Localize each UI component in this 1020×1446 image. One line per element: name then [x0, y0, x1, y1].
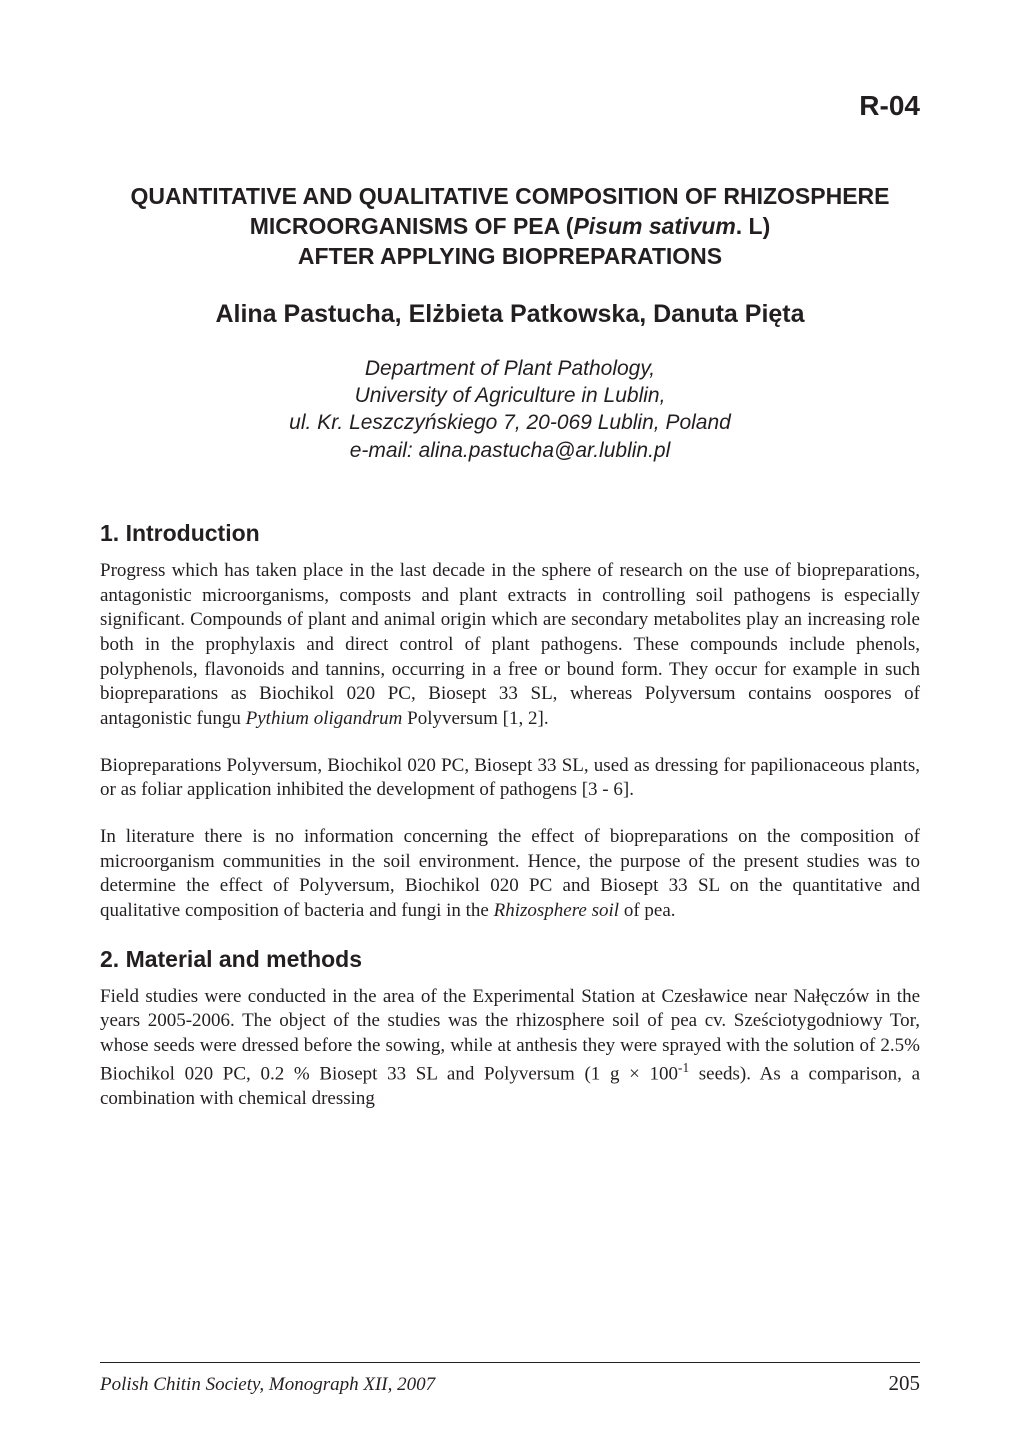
- title-line2-suffix: . L): [736, 213, 771, 239]
- section-heading-introduction: 1. Introduction: [100, 520, 920, 547]
- intro-paragraph-1: Progress which has taken place in the la…: [100, 559, 920, 732]
- affiliation: Department of Plant Pathology, Universit…: [100, 355, 920, 464]
- authors: Alina Pastucha, Elżbieta Patkowska, Danu…: [100, 300, 920, 329]
- footer-page-number: 205: [889, 1371, 921, 1396]
- page-code: R-04: [100, 90, 920, 122]
- intro-p3-species: Rhizosphere soil: [494, 900, 619, 921]
- methods-paragraph-1: Field studies were conducted in the area…: [100, 985, 920, 1112]
- intro-p1-text-b: Polyversum [1, 2].: [402, 708, 548, 729]
- title-line3: AFTER APPLYING BIOPREPARATIONS: [298, 243, 722, 269]
- title-species: Pisum sativum: [573, 213, 735, 239]
- intro-paragraph-3: In literature there is no information co…: [100, 825, 920, 924]
- affiliation-line1: Department of Plant Pathology,: [365, 357, 655, 380]
- intro-p3-text-b: of pea.: [619, 900, 675, 921]
- section-heading-methods: 2. Material and methods: [100, 946, 920, 973]
- intro-paragraph-2: Biopreparations Polyversum, Biochikol 02…: [100, 754, 920, 803]
- affiliation-line4: e-mail: alina.pastucha@ar.lublin.pl: [350, 439, 671, 462]
- page-footer: Polish Chitin Society, Monograph XII, 20…: [100, 1362, 920, 1396]
- affiliation-line3: ul. Kr. Leszczyńskiego 7, 20-069 Lublin,…: [289, 411, 731, 434]
- intro-p1-text-a: Progress which has taken place in the la…: [100, 560, 920, 729]
- intro-p1-species: Pythium oligandrum: [246, 708, 403, 729]
- title-line1: QUANTITATIVE AND QUALITATIVE COMPOSITION…: [131, 183, 890, 209]
- methods-p1-superscript: -1: [678, 1060, 689, 1075]
- affiliation-line2: University of Agriculture in Lublin,: [355, 384, 666, 407]
- footer-journal: Polish Chitin Society, Monograph XII, 20…: [100, 1374, 435, 1396]
- footer-row: Polish Chitin Society, Monograph XII, 20…: [100, 1371, 920, 1396]
- paper-title: QUANTITATIVE AND QUALITATIVE COMPOSITION…: [100, 182, 920, 272]
- title-line2-prefix: MICROORGANISMS OF PEA (: [250, 213, 574, 239]
